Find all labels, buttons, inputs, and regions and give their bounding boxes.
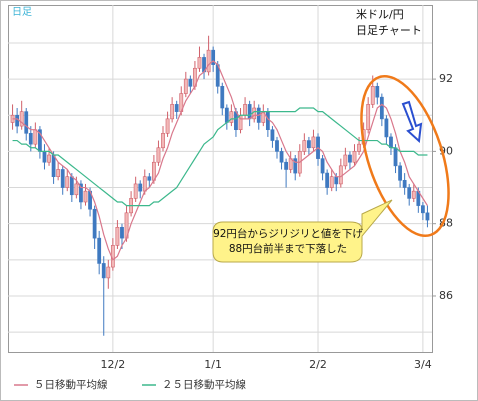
callout-text: 88円台前半まで下落した [229, 242, 347, 255]
candle-body [407, 187, 412, 199]
candle-body [183, 78, 188, 94]
candle-body [247, 104, 252, 120]
candle-body [60, 169, 65, 188]
candle-body [243, 104, 247, 116]
candle-body [343, 154, 348, 167]
corner-label: 日足 [12, 6, 32, 18]
candle-body [370, 86, 375, 105]
candle-body [133, 183, 138, 199]
x-tick-label: 2/2 [309, 358, 327, 371]
candle-body [329, 176, 334, 188]
candle-body [170, 104, 175, 120]
candle-body [366, 104, 371, 131]
candle-body [106, 266, 111, 279]
candle-body [402, 180, 407, 188]
candle-body [47, 154, 51, 163]
x-tick-label: 12/2 [101, 358, 126, 371]
x-tick-label: 1/1 [204, 358, 222, 371]
candle-body [224, 107, 229, 123]
candle-body [165, 118, 170, 134]
candle-body [384, 118, 389, 138]
candle-body [83, 190, 88, 203]
candle-body [393, 147, 398, 167]
candle-body [24, 111, 29, 134]
candle-body [302, 140, 307, 152]
candle-body [65, 176, 70, 188]
candle-body [33, 129, 38, 145]
candle-body [206, 49, 211, 73]
candle-body [334, 176, 339, 185]
candle-body [138, 183, 143, 192]
candle-body [284, 161, 289, 170]
candle-body [252, 107, 257, 120]
candle-body [174, 104, 179, 112]
candle-body [142, 176, 147, 192]
callout-box [212, 199, 393, 263]
candle-body [69, 176, 74, 196]
ma-line [12, 60, 428, 261]
candle-body [275, 140, 279, 152]
candle-body [220, 86, 225, 109]
candle-body [398, 165, 402, 181]
highlight-ellipse [360, 74, 450, 238]
candle-body [375, 86, 380, 98]
candle-body [270, 129, 275, 141]
candle-body [357, 143, 361, 152]
down-arrow [401, 100, 423, 144]
candle-body [211, 49, 216, 65]
candle-body [74, 183, 79, 196]
candle-body [411, 190, 416, 199]
candle-body [307, 140, 311, 149]
candle-body [348, 154, 352, 163]
candle-body [229, 111, 234, 123]
ma-line [12, 107, 428, 207]
candle-body [15, 114, 20, 127]
candle-body [197, 57, 202, 69]
candle-body [51, 154, 56, 177]
chart-subtitle: 日足チャート [356, 24, 422, 37]
candle-body [188, 78, 193, 87]
legend-label: ５日移動平均線 [34, 378, 108, 391]
candle-body [56, 169, 61, 177]
candle-body [420, 205, 425, 214]
candle-body [156, 147, 161, 163]
candle-body [293, 158, 298, 174]
candle-body [115, 226, 120, 246]
y-tick-label: 92 [439, 72, 453, 85]
candle-body [320, 158, 325, 174]
candle-body [101, 263, 106, 279]
candle-body [28, 133, 33, 145]
candle-body [147, 176, 152, 181]
candle-body [379, 96, 384, 120]
candle-body [338, 165, 343, 185]
candle-body [352, 151, 357, 163]
plot-frame [8, 5, 433, 353]
candle-body [19, 111, 24, 127]
legend-label: ２５日移動平均線 [162, 378, 246, 391]
callout-text: 92円台からジリジリと値を下げ [213, 227, 363, 240]
candle-body [92, 208, 97, 239]
candle-body [97, 237, 102, 264]
candle-body [42, 151, 47, 163]
candle-body [425, 212, 430, 221]
candle-body [311, 136, 316, 149]
x-tick-label: 3/4 [414, 358, 432, 371]
candle-body [325, 172, 330, 188]
candle-body [265, 111, 270, 131]
candle-body [161, 133, 165, 149]
y-tick-label: 86 [439, 289, 453, 302]
candle-body [279, 151, 284, 163]
candle-body [79, 183, 83, 203]
candle-body [120, 226, 124, 239]
chart-title: 米ドル/円 [356, 8, 404, 21]
